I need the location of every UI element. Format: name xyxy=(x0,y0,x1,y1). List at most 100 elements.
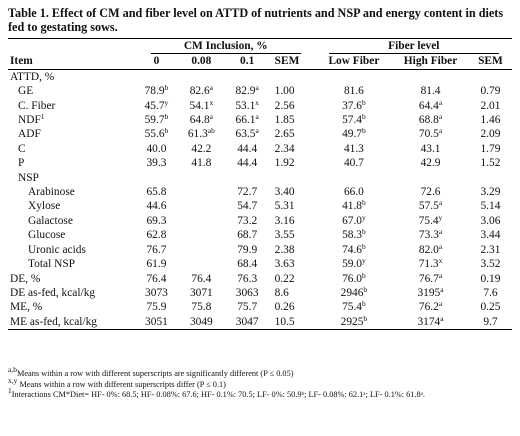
cell-value: 3174 xyxy=(417,315,441,328)
cell-value: 3063 xyxy=(235,286,259,299)
cell-value: 70.5 xyxy=(418,128,439,141)
data-table-container: CM Inclusion, % Fiber level Item 0 0.08 … xyxy=(8,38,512,331)
cell-value: 7.6 xyxy=(483,286,498,299)
row-label: ME, % xyxy=(8,300,136,314)
cell-superscript: b xyxy=(362,97,366,107)
table-cell: 2.65 xyxy=(269,127,316,141)
table-cell: 2.09 xyxy=(469,127,512,141)
table-cell: 2.01 xyxy=(469,99,512,113)
table-cell: 66.0 xyxy=(316,185,393,199)
table-cell: 45.7y xyxy=(136,98,177,113)
table-cell: 3174a xyxy=(392,314,469,331)
table-cell xyxy=(269,171,316,185)
cell-superscript: a xyxy=(438,227,443,237)
table-cell: 39.3 xyxy=(136,156,177,170)
table-cell: 3195a xyxy=(392,286,469,300)
cell-superscript: a xyxy=(438,112,443,122)
row-label: DE as-fed, kcal/kg xyxy=(8,286,136,300)
row-label: Uronic acids xyxy=(8,243,136,257)
table-cell: 3071 xyxy=(177,286,226,300)
table-row: P 39.3 41.8 44.4 1.92 40.7 42.9 1.52 xyxy=(8,156,512,170)
cell-value: 44.4 xyxy=(237,142,258,155)
table-cell: 9.7 xyxy=(468,314,512,331)
cell-superscript: x xyxy=(209,97,214,107)
table-cell: 71.3x xyxy=(392,257,469,271)
table-cell: 68.8a xyxy=(392,113,469,127)
row-label: ATTD, % xyxy=(8,69,136,84)
table-cell: 1.46 xyxy=(469,113,512,127)
cell-superscript: a xyxy=(438,198,443,208)
table-cell: 42.2 xyxy=(177,142,226,156)
cell-value: 42.2 xyxy=(191,142,212,155)
data-table: CM Inclusion, % Fiber level Item 0 0.08 … xyxy=(8,38,512,331)
cell-superscript: b xyxy=(362,198,366,208)
cell-value: 3.29 xyxy=(480,186,501,199)
cell-superscript: b xyxy=(362,270,366,280)
col-header-0-08: 0.08 xyxy=(176,54,226,70)
table-cell: 76.3 xyxy=(226,272,269,286)
cell-value: 2.34 xyxy=(274,142,295,155)
table-cell: 7.6 xyxy=(469,286,512,300)
table-cell: 73.3a xyxy=(392,228,469,242)
cell-value: 57.4 xyxy=(342,114,362,127)
row-label: P xyxy=(8,156,136,170)
cm-inclusion-header: CM Inclusion, % xyxy=(135,38,316,55)
table-cell xyxy=(177,228,226,242)
footnote: x,y Means within a row with different su… xyxy=(8,376,512,391)
cell-superscript: y xyxy=(362,212,366,222)
cell-value: 49.7 xyxy=(342,128,362,141)
table-cell: 65.8 xyxy=(136,185,177,199)
row-label-text: Xylose xyxy=(28,200,61,213)
cell-value: 76.7 xyxy=(418,272,439,285)
table-cell: 3063 xyxy=(226,286,269,300)
table-cell: 8.6 xyxy=(269,286,316,300)
cell-superscript: y xyxy=(438,212,443,222)
row-label: Galactose xyxy=(8,214,136,228)
cell-superscript: b xyxy=(362,112,366,122)
row-label-text: Uronic acids xyxy=(28,243,86,256)
row-label-text: ME, % xyxy=(10,301,43,314)
row-label-superscript: 1 xyxy=(40,112,45,122)
table-cell: 54.7 xyxy=(226,199,269,213)
cell-value: 76.3 xyxy=(237,272,258,285)
cell-superscript: ab xyxy=(207,126,215,136)
cell-value: 66.0 xyxy=(343,186,364,199)
row-label: NSP xyxy=(8,171,136,185)
table-cell: 79.9 xyxy=(226,243,269,257)
table-row: Galactose 69.3 73.2 3.16 67.0y 75.4y 3.06 xyxy=(8,214,512,228)
table-row: Total NSP 61.9 68.4 3.63 59.0y 71.3x 3.52 xyxy=(8,257,512,271)
cell-value: 54.1 xyxy=(189,99,210,112)
table-cell: 75.9 xyxy=(136,300,177,314)
cell-value: 76.4 xyxy=(146,272,167,285)
table-cell: 66.1a xyxy=(226,113,269,127)
table-cell: 82.9a xyxy=(226,84,269,98)
table-cell xyxy=(269,69,316,84)
cell-value: 8.6 xyxy=(274,286,289,299)
cell-value: 2.09 xyxy=(480,128,501,141)
cell-value: 68.7 xyxy=(237,229,258,242)
cell-value: 72.6 xyxy=(420,186,441,199)
cell-value: 1.92 xyxy=(274,157,295,170)
table-row: C 40.0 42.2 44.4 2.34 41.3 43.1 1.79 xyxy=(8,142,512,156)
cell-value: 0.19 xyxy=(480,272,501,285)
table-cell xyxy=(136,69,177,84)
table-cell: 2.56 xyxy=(269,99,316,113)
table-cell: 54.1x xyxy=(177,97,226,113)
table-cell: 44.6 xyxy=(136,199,177,213)
table-cell: 10.5 xyxy=(268,314,316,331)
cell-value: 2.65 xyxy=(274,128,295,141)
cell-value: 0.25 xyxy=(480,301,501,314)
table-cell: 49.7b xyxy=(316,127,393,141)
cell-superscript: b xyxy=(164,112,169,122)
cell-superscript: a xyxy=(255,83,259,93)
cell-superscript: a xyxy=(440,284,444,294)
table-cell: 76.7 xyxy=(136,243,177,257)
table-cell: 0.79 xyxy=(469,84,512,98)
cell-value: 41.8 xyxy=(342,200,362,213)
table-cell xyxy=(469,171,512,185)
cell-value: 59.7 xyxy=(144,114,165,127)
cell-value: 58.3 xyxy=(342,229,362,242)
table-cell xyxy=(316,69,393,84)
table-cell: 75.4y xyxy=(392,214,469,228)
table-cell: 59.7b xyxy=(136,113,177,127)
